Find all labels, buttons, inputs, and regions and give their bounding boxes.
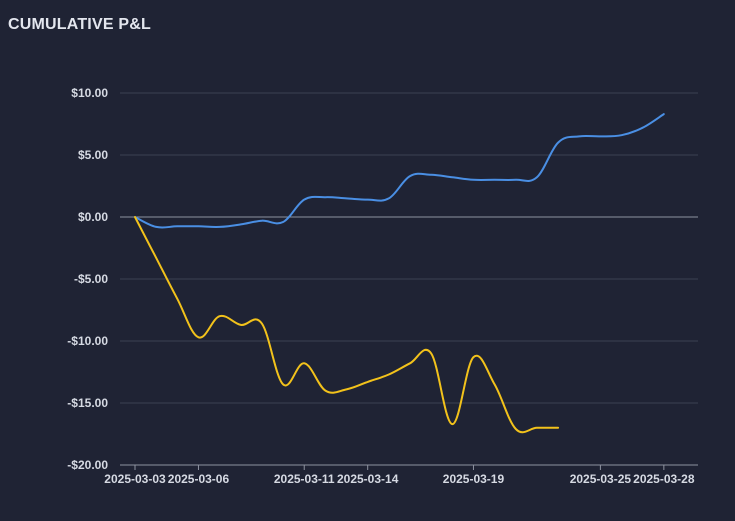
x-tick-label: 2025-03-19 — [443, 472, 505, 486]
series-line-1 — [134, 113, 665, 229]
y-axis-ticks: $10.00 $5.00 $0.00 -$5.00 -$10.00 -$15.00 -$20… — [67, 86, 108, 472]
grid-lines — [120, 92, 698, 466]
x-tick-label: 2025-03-03 — [104, 472, 166, 486]
y-tick-label: -$10.00 — [67, 334, 108, 348]
x-tick-label: 2025-03-28 — [633, 472, 695, 486]
y-tick-label: $10.00 — [71, 86, 108, 100]
y-tick-label: -$5.00 — [74, 272, 108, 286]
x-tick-label: 2025-03-11 — [274, 472, 335, 486]
y-tick-label: $0.00 — [78, 210, 108, 224]
x-tick-label: 2025-03-06 — [168, 472, 230, 486]
x-axis-ticks: 2025-03-03 2025-03-06 2025-03-11 2025-03-14… — [104, 465, 695, 486]
x-tick-label: 2025-03-25 — [570, 472, 632, 486]
chart-title: CUMULATIVE P&L — [8, 16, 151, 33]
series-lines — [134, 113, 665, 434]
x-tick-label: 2025-03-14 — [337, 472, 399, 486]
y-tick-label: -$20.00 — [67, 458, 108, 472]
series-line-2 — [134, 216, 560, 434]
y-tick-label: $5.00 — [78, 148, 108, 162]
y-tick-label: -$15.00 — [67, 396, 108, 410]
